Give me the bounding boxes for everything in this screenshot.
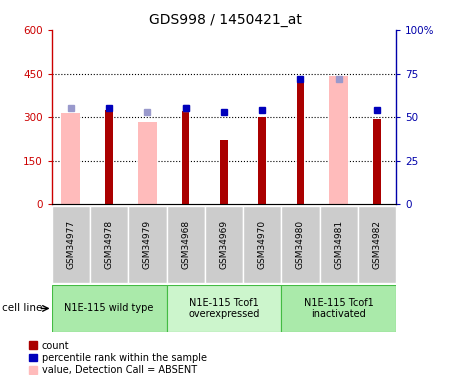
- Bar: [128, 206, 166, 283]
- Text: GDS998 / 1450421_at: GDS998 / 1450421_at: [148, 13, 302, 27]
- Bar: [358, 206, 396, 283]
- Text: GSM34968: GSM34968: [181, 220, 190, 269]
- Bar: [90, 206, 128, 283]
- Bar: [243, 206, 281, 283]
- Bar: [281, 285, 396, 332]
- Bar: [105, 110, 113, 204]
- Text: GSM34982: GSM34982: [373, 220, 382, 269]
- Text: GSM34970: GSM34970: [257, 220, 266, 269]
- Text: GSM34980: GSM34980: [296, 220, 305, 269]
- Bar: [52, 206, 90, 283]
- Bar: [281, 206, 320, 283]
- Text: GSM34977: GSM34977: [67, 220, 76, 269]
- Bar: [166, 285, 281, 332]
- Bar: [205, 206, 243, 283]
- Bar: [258, 117, 266, 204]
- Bar: [297, 80, 304, 204]
- Text: GSM34969: GSM34969: [220, 220, 228, 269]
- Bar: [320, 206, 358, 283]
- Text: N1E-115 wild type: N1E-115 wild type: [64, 303, 154, 313]
- Bar: [52, 285, 166, 332]
- Bar: [138, 122, 157, 204]
- Text: cell line: cell line: [2, 303, 43, 313]
- Bar: [373, 118, 381, 204]
- Text: N1E-115 Tcof1
inactivated: N1E-115 Tcof1 inactivated: [304, 298, 373, 319]
- Bar: [61, 113, 81, 204]
- Text: GSM34979: GSM34979: [143, 220, 152, 269]
- Text: N1E-115 Tcof1
overexpressed: N1E-115 Tcof1 overexpressed: [188, 298, 260, 319]
- Legend: count, percentile rank within the sample, value, Detection Call = ABSENT, rank, : count, percentile rank within the sample…: [27, 339, 209, 375]
- Bar: [329, 76, 348, 204]
- Bar: [220, 141, 228, 204]
- Bar: [166, 206, 205, 283]
- Text: GSM34981: GSM34981: [334, 220, 343, 269]
- Bar: [182, 111, 189, 204]
- Text: GSM34978: GSM34978: [104, 220, 113, 269]
